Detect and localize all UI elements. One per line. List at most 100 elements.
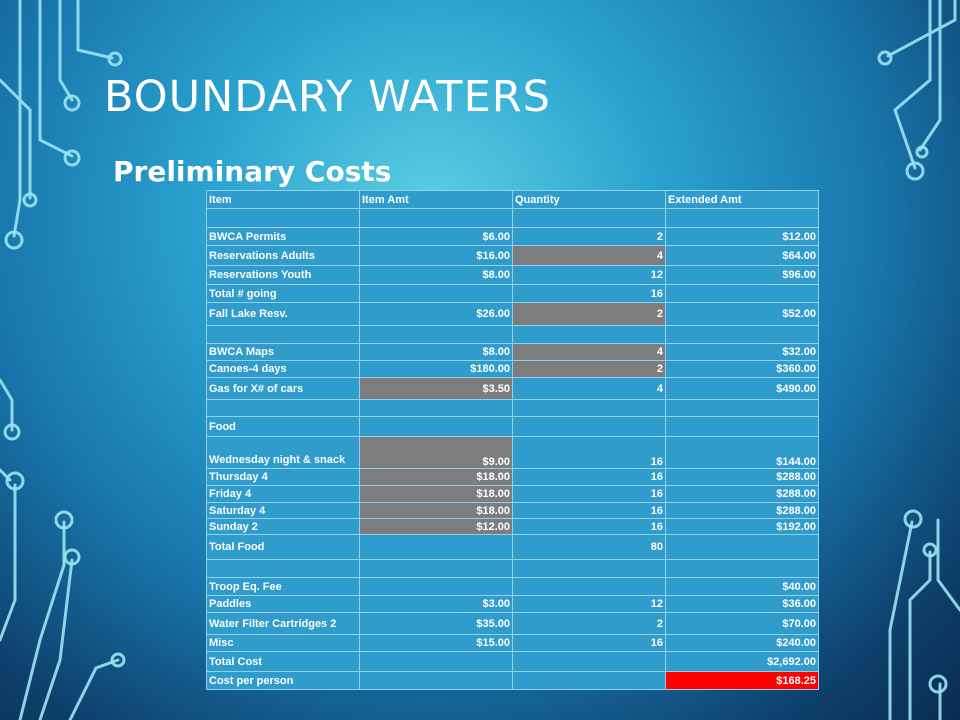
cell-extended-amt [665, 559, 819, 578]
cell-extended-amt: $240.00 [665, 634, 819, 652]
cell-item: Reservations Adults [206, 245, 360, 266]
cell-item: Total # going [206, 284, 360, 303]
table-row: Wednesday night & snack $9.00 16 $144.00 [206, 436, 819, 469]
cell-extended-amt: $32.00 [665, 343, 819, 361]
cell-quantity: 2 [512, 227, 666, 246]
cell-item: BWCA Permits [206, 227, 360, 246]
table-row: Misc $15.00 16 $240.00 [206, 634, 819, 652]
cell-item-amt [359, 651, 513, 672]
cell-item-amt: $180.00 [359, 360, 513, 378]
cell-quantity: 4 [512, 343, 666, 361]
cell-quantity [512, 208, 666, 228]
cell-quantity: 16 [512, 634, 666, 652]
cell-quantity: 16 [512, 485, 666, 503]
cell-item-amt: $9.00 [359, 436, 513, 469]
header-extended-amt: Extended Amt [665, 190, 819, 209]
cell-extended-amt: $12.00 [665, 227, 819, 246]
table-row: Friday 4 $18.00 16 $288.00 [206, 485, 819, 503]
cell-extended-amt [665, 534, 819, 560]
cell-item: Friday 4 [206, 485, 360, 503]
cell-quantity [512, 325, 666, 344]
cell-extended-amt: $2,692.00 [665, 651, 819, 672]
cell-item: Reservations Youth [206, 265, 360, 285]
cell-item: Thursday 4 [206, 468, 360, 486]
cell-item: Gas for X# of cars [206, 377, 360, 400]
table-row: Canoes-4 days $180.00 2 $360.00 [206, 360, 819, 378]
slide-title: BOUNDARY WATERS [104, 72, 551, 122]
table-row: BWCA Maps $8.00 4 $32.00 [206, 343, 819, 361]
cell-quantity: 16 [512, 436, 666, 469]
cell-item-amt [359, 399, 513, 417]
cell-item-amt [359, 416, 513, 437]
table-row [206, 325, 819, 344]
cell-quantity: 2 [512, 612, 666, 635]
cell-item: Total Cost [206, 651, 360, 672]
cell-item-amt: $18.00 [359, 502, 513, 519]
cell-item-amt [359, 284, 513, 303]
cell-item: Cost per person [206, 671, 360, 690]
cell-item-amt: $6.00 [359, 227, 513, 246]
cell-item-amt [359, 671, 513, 690]
header-item-amt: Item Amt [359, 190, 513, 209]
cell-quantity: 4 [512, 377, 666, 400]
cell-extended-amt [665, 208, 819, 228]
cell-item-amt: $16.00 [359, 245, 513, 266]
cell-quantity: 80 [512, 534, 666, 560]
cell-item: Misc [206, 634, 360, 652]
cell-extended-amt: $288.00 [665, 502, 819, 519]
cell-extended-amt: $52.00 [665, 302, 819, 326]
table-row: Water Filter Cartridges 2 $35.00 2 $70.00 [206, 612, 819, 635]
header-quantity: Quantity [512, 190, 666, 209]
cell-extended-amt [665, 325, 819, 344]
cell-item-amt [359, 325, 513, 344]
cell-quantity [512, 559, 666, 578]
cell-item-amt [359, 208, 513, 228]
cell-quantity [512, 399, 666, 417]
table-row [206, 208, 819, 228]
cell-quantity: 2 [512, 302, 666, 326]
cell-quantity [512, 577, 666, 596]
cell-item-amt: $18.00 [359, 485, 513, 503]
table-row: Cost per person $168.25 [206, 671, 819, 690]
table-row: BWCA Permits $6.00 2 $12.00 [206, 227, 819, 246]
cell-quantity: 12 [512, 595, 666, 613]
table-row: Sunday 2 $12.00 16 $192.00 [206, 518, 819, 535]
cell-extended-amt [665, 416, 819, 437]
cell-item-amt [359, 559, 513, 578]
cell-quantity: 16 [512, 502, 666, 519]
table-row: Saturday 4 $18.00 16 $288.00 [206, 502, 819, 519]
header-row: Item Item Amt Quantity Extended Amt [206, 190, 819, 209]
cell-extended-amt: $490.00 [665, 377, 819, 400]
cell-extended-amt: $144.00 [665, 436, 819, 469]
cell-extended-amt: $288.00 [665, 468, 819, 486]
cell-item [206, 325, 360, 344]
cell-item-amt [359, 534, 513, 560]
cell-item-amt: $18.00 [359, 468, 513, 486]
table-row: Troop Eq. Fee $40.00 [206, 577, 819, 596]
table-row: Paddles $3.00 12 $36.00 [206, 595, 819, 613]
header-item: Item [206, 190, 360, 209]
cell-item: Paddles [206, 595, 360, 613]
cell-extended-amt: $64.00 [665, 245, 819, 266]
cell-item [206, 559, 360, 578]
table-row [206, 399, 819, 417]
cell-item: Wednesday night & snack [206, 436, 360, 469]
cell-item: Sunday 2 [206, 518, 360, 535]
cell-item-amt: $3.00 [359, 595, 513, 613]
cell-extended-amt: $40.00 [665, 577, 819, 596]
table-row: Fall Lake Resv. $26.00 2 $52.00 [206, 302, 819, 326]
cell-item-amt: $35.00 [359, 612, 513, 635]
table-row: Thursday 4 $18.00 16 $288.00 [206, 468, 819, 486]
cell-item-amt: $8.00 [359, 265, 513, 285]
cost-table-body: BWCA Permits $6.00 2 $12.00 Reservations Adu… [206, 208, 819, 690]
cell-extended-amt: $168.25 [665, 671, 819, 690]
cell-item-amt: $15.00 [359, 634, 513, 652]
cell-item-amt: $3.50 [359, 377, 513, 400]
cell-item: Total Food [206, 534, 360, 560]
cell-extended-amt [665, 284, 819, 303]
cell-extended-amt [665, 399, 819, 417]
cell-item-amt: $12.00 [359, 518, 513, 535]
cell-item: Water Filter Cartridges 2 [206, 612, 360, 635]
cell-quantity [512, 671, 666, 690]
